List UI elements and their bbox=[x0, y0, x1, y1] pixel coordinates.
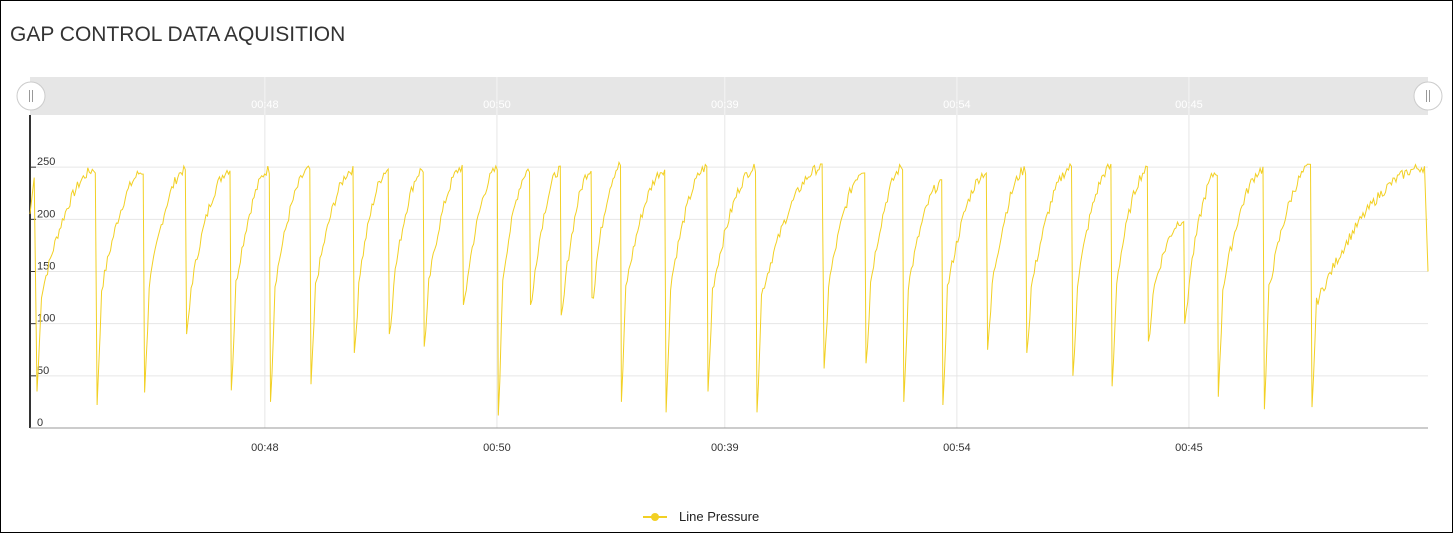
legend-dot-marker bbox=[651, 513, 659, 521]
y-tick-label: 150 bbox=[37, 261, 55, 273]
x-tick-label: 00:39 bbox=[711, 442, 739, 454]
x-tick-label: 00:48 bbox=[251, 442, 279, 454]
navigator-left-handle[interactable] bbox=[16, 81, 46, 111]
chart-title: GAP CONTROL DATA AQUISITION bbox=[10, 23, 346, 46]
y-axis-ticks: 0 50 100 150 200 250 bbox=[30, 156, 55, 429]
navigator-ticks: 00:48 00:50 00:39 00:54 00:45 bbox=[251, 77, 1203, 115]
x-axis-ticks: 00:48 00:50 00:39 00:54 00:45 bbox=[251, 442, 1203, 454]
navigator-tick-label: 00:50 bbox=[483, 99, 511, 111]
navigator-right-handle[interactable] bbox=[1413, 81, 1443, 111]
x-tick-label: 00:45 bbox=[1175, 442, 1203, 454]
x-tick-label: 00:50 bbox=[483, 442, 511, 454]
y-tick-label: 200 bbox=[37, 208, 55, 220]
y-tick-label: 50 bbox=[37, 365, 49, 377]
y-tick-label: 250 bbox=[37, 156, 55, 168]
legend-label[interactable]: Line Pressure bbox=[679, 509, 759, 524]
y-tick-label: 100 bbox=[37, 313, 55, 325]
navigator-tick-label: 00:45 bbox=[1175, 99, 1203, 111]
navigator-tick-label: 00:39 bbox=[711, 99, 739, 111]
y-tick-label: 0 bbox=[37, 417, 43, 429]
series-line-pressure[interactable] bbox=[29, 160, 1429, 416]
grid-lines bbox=[30, 115, 1428, 428]
navigator-band[interactable] bbox=[30, 77, 1428, 115]
navigator-tick-label: 00:54 bbox=[943, 99, 971, 111]
x-tick-label: 00:54 bbox=[943, 442, 971, 454]
legend[interactable]: Line Pressure bbox=[643, 509, 759, 524]
navigator-tick-label: 00:48 bbox=[251, 99, 279, 111]
